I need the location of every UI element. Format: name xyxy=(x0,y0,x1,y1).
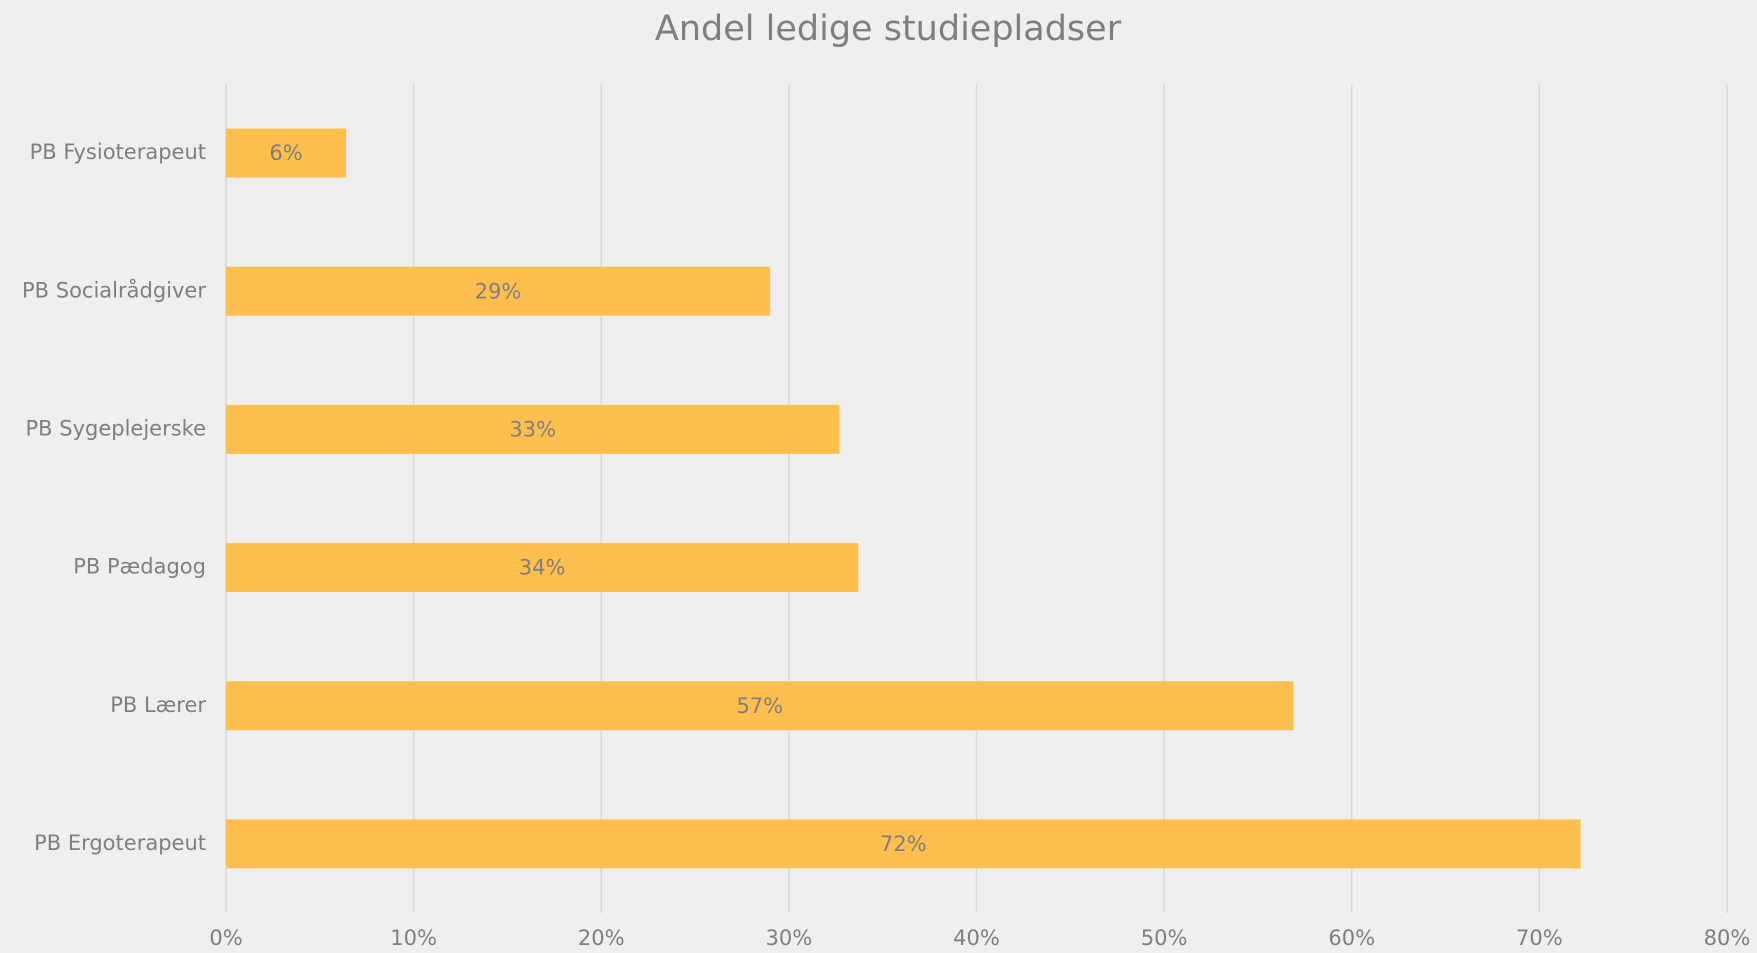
x-tick-label: 80% xyxy=(1704,926,1751,950)
chart-title: Andel ledige studiepladser xyxy=(655,9,1122,49)
bar xyxy=(226,543,859,593)
y-tick-label: PB Pædagog xyxy=(73,555,206,579)
data-label: 33% xyxy=(509,417,556,441)
x-tick-label: 10% xyxy=(390,926,437,950)
data-label: 57% xyxy=(736,694,783,718)
x-tick-label: 30% xyxy=(766,926,813,950)
x-tick-label: 20% xyxy=(578,926,625,950)
bar xyxy=(226,266,771,316)
data-label: 6% xyxy=(269,141,302,165)
data-label: 72% xyxy=(880,832,927,856)
x-tick-label: 60% xyxy=(1328,926,1375,950)
y-tick-label: PB Fysioterapeut xyxy=(30,140,206,164)
y-tick-label: PB Lærer xyxy=(110,693,206,717)
bar xyxy=(226,819,1581,869)
x-tick-label: 40% xyxy=(953,926,1000,950)
data-label: 29% xyxy=(475,279,522,303)
x-tick-label: 50% xyxy=(1141,926,1188,950)
x-tick-label: 0% xyxy=(209,926,242,950)
bar xyxy=(226,404,840,454)
x-tick-label: 70% xyxy=(1516,926,1563,950)
bar xyxy=(226,128,347,178)
y-tick-label: PB Socialrådgiver xyxy=(22,277,206,302)
y-tick-label: PB Ergoterapeut xyxy=(34,831,206,855)
bar xyxy=(226,681,1294,731)
data-label: 34% xyxy=(519,556,566,580)
y-tick-label: PB Sygeplejerske xyxy=(26,416,207,440)
